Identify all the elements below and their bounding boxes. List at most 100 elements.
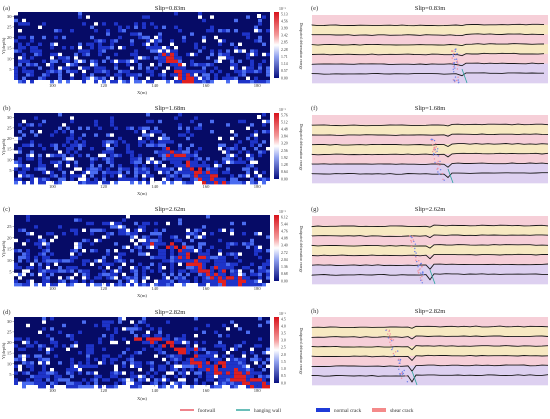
heatmap-cell [82,181,86,185]
heatmap-cell [26,218,30,222]
heatmap-cell [82,80,86,84]
heatmap-cell [142,177,146,181]
heatmap-cell [186,232,190,236]
heatmap-cell [114,63,118,67]
heatmap-cells [14,215,270,287]
crack-point [451,50,453,52]
x-tick-label: 160 [203,184,211,189]
heatmap-cell [134,272,138,277]
heatmap-cell [170,371,174,375]
heatmap-cell [82,259,86,263]
heatmap-cell [146,221,150,226]
heatmap-cell [170,39,174,43]
heatmap-cell [142,225,146,229]
heatmap-cell [114,73,118,77]
crack-point [433,152,435,155]
heatmap-cell [230,153,234,158]
heatmap-cell [146,266,150,270]
heatmap-cell [210,255,214,260]
stratum-band [312,34,548,45]
heatmap-cell [130,160,134,164]
heatmap-cell [198,371,202,375]
heatmap-cell [242,272,246,277]
heatmap-cell [194,116,198,120]
heatmap-cell [130,276,134,280]
heatmap-cell [230,42,234,46]
heatmap-cell [62,59,66,63]
heatmap-cell [150,157,154,161]
heatmap-cell [178,59,182,63]
heatmap-cell [262,266,266,270]
heatmap-cell [246,80,250,84]
heatmap-cell [58,73,62,77]
colorbar-tick-label: 0.5 [281,374,286,378]
colorbar-tick-label: 5.13 [281,12,288,16]
heatmap-cell [258,255,262,260]
heatmap-cell [234,153,238,158]
heatmap-cell [198,374,202,379]
heatmap-cell [114,283,118,287]
y-tick-label: 15 [7,351,12,356]
stratum-band [312,73,548,84]
heatmap-cell [198,126,202,130]
heatmap-cell [198,12,202,16]
heatmap-cell [58,52,62,57]
heatmap-cell [166,140,170,144]
heatmap-cell [94,170,98,175]
heatmap-cell [146,39,150,43]
heatmap-cell [242,374,246,379]
heatmap-cell [226,167,230,171]
heatmap-cell [226,29,230,33]
heatmap-cell [130,235,134,239]
heatmap-cell [122,218,126,222]
heatmap-cell [54,35,58,40]
heatmap-cell [242,354,246,358]
heatmap-cell [86,361,90,365]
hanging-wall-trace [461,68,468,84]
heatmap-cell [38,283,42,287]
heatmap-cell [130,32,134,36]
heatmap-cell [134,232,138,236]
heatmap-cell [86,170,90,175]
heatmap-cell [150,262,154,266]
heatmap-cell [126,59,130,63]
layer-boundary [311,234,549,239]
heatmap-cell [122,80,126,84]
heatmap-cell [122,181,126,185]
heatmap-cell [94,259,98,263]
heatmap-cell [82,378,86,382]
heatmap-cell [230,283,234,287]
heatmap-cell [66,140,70,144]
heatmap-cell [170,269,174,273]
heatmap-cell [190,177,194,181]
crack-point [437,160,439,163]
heatmap-cell [114,66,118,70]
heatmap-cell [74,368,78,372]
heatmap-cell [214,160,218,164]
heatmap-cell [90,147,94,151]
heatmap-cell [26,153,30,158]
heatmap-cell [50,66,54,70]
heatmap-cell [218,249,222,253]
heatmap-cell [178,269,182,273]
colorbar-tick-label: 4.0 [281,324,286,328]
layer-boundary [311,52,545,57]
heatmap-cell [30,73,34,77]
y-tick-label: 20 [7,340,12,345]
heatmap-cell [42,35,46,40]
crack-point [435,154,437,156]
heatmap-cell [58,378,62,382]
layer-boundary [311,354,549,362]
heatmap-cell [218,276,222,280]
heatmap-cell [110,385,114,389]
heatmap-cell [94,177,98,181]
heatmap-cell [182,283,186,287]
heatmap-cell [186,150,190,154]
heatmap-cell [14,378,18,382]
heatmap-cell [58,259,62,263]
heatmap-cell [222,143,226,147]
heatmap-cell [222,344,226,348]
heatmap-cell [162,276,166,280]
crack-point [435,151,437,153]
